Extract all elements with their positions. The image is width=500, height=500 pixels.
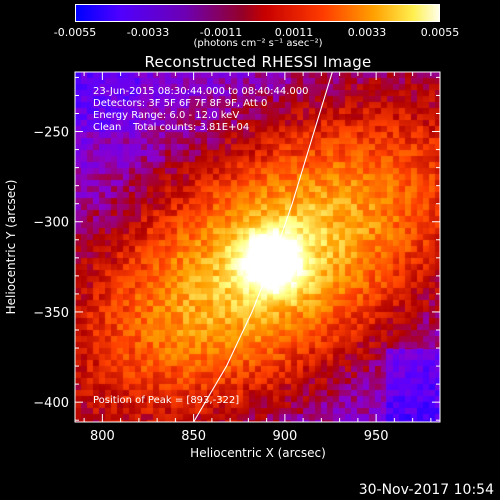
colorbar-tick-label: -0.0055: [53, 26, 97, 39]
colorbar-unit-label: (photons cm⁻² s⁻¹ asec⁻²): [193, 38, 323, 49]
y-tick-label: −250: [33, 126, 69, 141]
info-time-range: 23-Jun-2015 08:30:44.000 to 08:40:44.000: [93, 86, 309, 97]
info-peak-position: Position of Peak = [893,-322]: [93, 395, 240, 406]
colorbar-gradient: [75, 4, 440, 22]
info-total-counts: Total counts: 3.81E+04: [133, 122, 250, 133]
heatmap-image: [75, 72, 440, 422]
timestamp: 30-Nov-2017 10:54: [358, 482, 494, 498]
y-axis-label: Heliocentric Y (arcsec): [4, 179, 18, 315]
colorbar-tick-label: -0.0033: [126, 26, 170, 39]
chart-title: Reconstructed RHESSI Image: [144, 53, 372, 71]
info-detectors: Detectors: 3F 5F 6F 7F 8F 9F, Att 0: [93, 98, 268, 109]
x-tick-label: 950: [364, 429, 389, 444]
x-tick-label: 850: [181, 429, 206, 444]
info-algorithm: Clean: [93, 122, 122, 133]
colorbar-tick-label: 0.0011: [274, 26, 314, 39]
colorbar-tick-label: -0.0011: [199, 26, 243, 39]
colorbar: [75, 4, 440, 22]
info-energy-range: Energy Range: 6.0 - 12.0 keV: [93, 110, 240, 121]
y-tick-label: −300: [33, 216, 69, 231]
colorbar-tick-label: 0.0033: [347, 26, 387, 39]
x-tick-label: 900: [272, 429, 297, 444]
plot-area: 23-Jun-2015 08:30:44.000 to 08:40:44.000…: [75, 72, 440, 422]
plot-frame-border: [74, 71, 441, 423]
colorbar-tick-label: 0.0055: [420, 26, 460, 39]
x-tick-label: 800: [90, 429, 115, 444]
x-axis-label: Heliocentric X (arcsec): [190, 446, 326, 460]
y-tick-label: −400: [33, 396, 69, 411]
solar-limb-line: [193, 71, 333, 423]
y-tick-label: −350: [33, 306, 69, 321]
